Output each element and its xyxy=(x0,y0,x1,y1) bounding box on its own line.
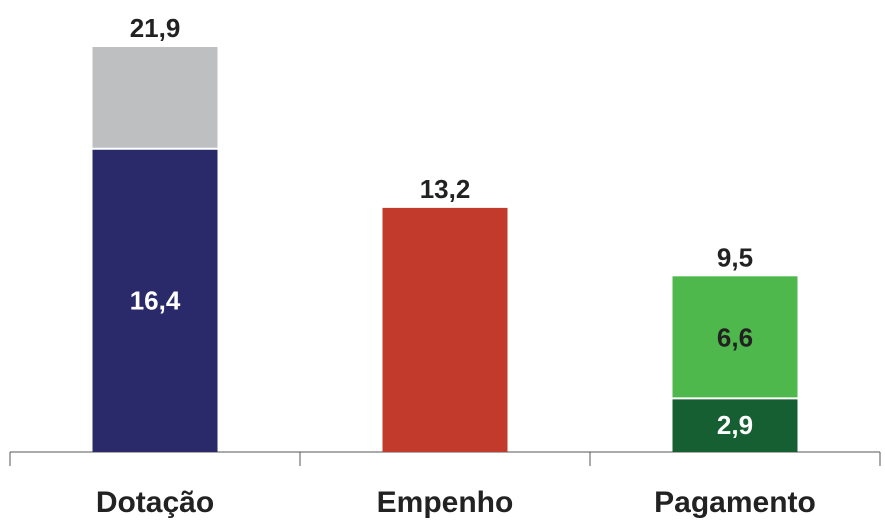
bar-total-label: 13,2 xyxy=(420,174,471,204)
category-label: Pagamento xyxy=(654,486,816,519)
category-label: Empenho xyxy=(377,486,514,519)
bar-segment-empenho-0 xyxy=(382,207,508,452)
segment-value-label: 2,9 xyxy=(717,410,753,440)
category-label: Dotação xyxy=(96,486,214,519)
segment-value-label: 6,6 xyxy=(717,322,753,352)
bar-total-label: 21,9 xyxy=(130,13,181,43)
bar-segment-pagamento-0 xyxy=(672,398,798,452)
bar-segment-pagamento-1 xyxy=(672,276,798,399)
bar-total-label: 9,5 xyxy=(717,242,753,272)
bar-segment-dotação-0 xyxy=(92,148,218,452)
segment-value-label: 16,4 xyxy=(130,285,181,315)
bar-segment-dotação-1 xyxy=(92,47,218,149)
